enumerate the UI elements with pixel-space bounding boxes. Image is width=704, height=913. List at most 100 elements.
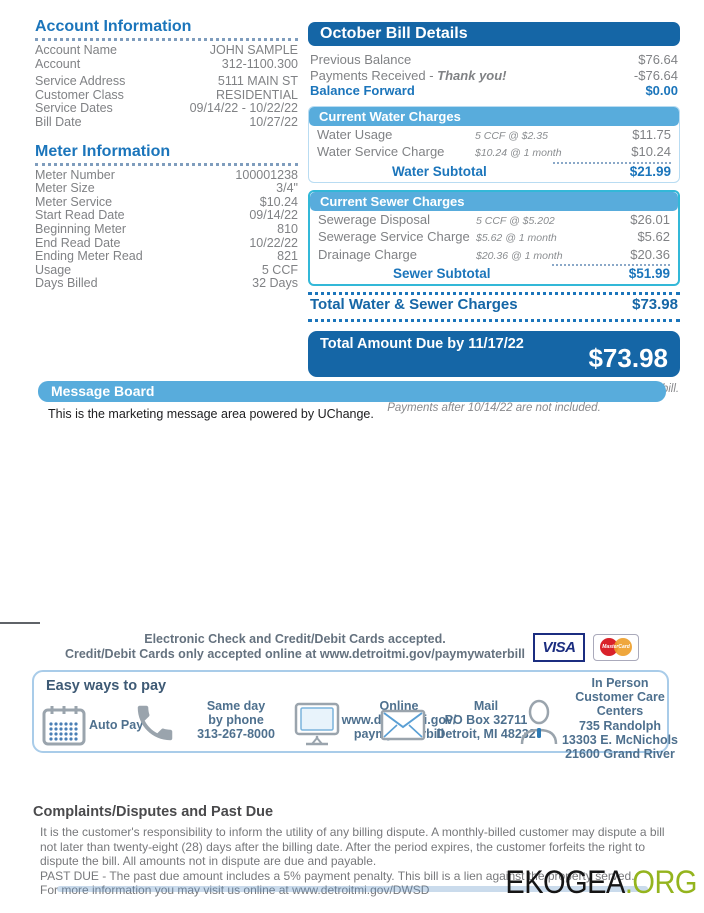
charge-amount: $20.36 bbox=[630, 246, 670, 262]
previous-balance-label: Previous Balance bbox=[310, 52, 412, 67]
charge-amount: $11.75 bbox=[632, 126, 671, 142]
envelope-icon bbox=[380, 709, 426, 746]
payments-cutoff-note: Payments after 10/14/22 are not included… bbox=[387, 402, 601, 415]
meter-row: Meter Service $10.24 bbox=[35, 194, 298, 210]
sewer-subtotal-label: Sewer Subtotal bbox=[393, 266, 491, 282]
field-value: 32 Days bbox=[252, 276, 298, 291]
meter-row: Beginning Meter 810 bbox=[35, 221, 298, 237]
field-value: 09/14/22 - 10/22/22 bbox=[189, 101, 298, 116]
payments-thanks: Thank you! bbox=[437, 67, 507, 83]
message-board-text: This is the marketing message area power… bbox=[48, 407, 374, 421]
dotted-divider bbox=[553, 161, 671, 164]
sewer-charges-header: Current Sewer Charges bbox=[310, 191, 678, 211]
field-value: JOHN SAMPLE bbox=[209, 43, 298, 57]
field-label: Account bbox=[35, 56, 81, 71]
water-subtotal-row: Water Subtotal $21.99 bbox=[309, 161, 679, 179]
charge-label: Water Service Charge bbox=[317, 144, 445, 160]
charge-amount: $5.62 bbox=[637, 229, 670, 245]
payments-value: -$76.64 bbox=[633, 67, 678, 83]
meter-row: Ending Meter Read 821 bbox=[35, 250, 298, 264]
mail-method-label: Mail PO Box 32711 Detroit, MI 48232 bbox=[436, 699, 536, 742]
account-row: Service Address 5111 MAIN ST bbox=[35, 75, 298, 89]
account-row: Bill Date 10/27/22 bbox=[35, 114, 298, 130]
field-value: $10.24 bbox=[259, 194, 298, 209]
bill-details-header: October Bill Details bbox=[308, 22, 680, 46]
due-date-label: Total Amount Due by 11/17/22 bbox=[320, 336, 524, 353]
meter-row: Meter Size 3/4" bbox=[35, 182, 298, 196]
field-label: Usage bbox=[35, 262, 72, 277]
charge-row: Water Service Charge $10.24 @ 1 month $1… bbox=[309, 144, 679, 161]
water-subtotal-value: $21.99 bbox=[629, 163, 671, 179]
charge-label: Sewerage Disposal bbox=[318, 211, 431, 227]
mastercard-red-circle bbox=[600, 638, 619, 656]
charge-rate: $5.62 @ 1 month bbox=[476, 232, 557, 245]
water-subtotal-label: Water Subtotal bbox=[392, 163, 487, 179]
charge-amount: $10.24 bbox=[631, 144, 671, 160]
meter-row: Start Read Date 09/14/22 bbox=[35, 209, 298, 223]
account-row: Customer Class RESIDENTIAL bbox=[35, 87, 298, 103]
account-row: Service Dates 09/14/22 - 10/22/22 bbox=[35, 102, 298, 116]
mastercard-logo: MasterCard bbox=[593, 633, 640, 661]
amount-due-value: $73.98 bbox=[588, 343, 668, 374]
ekogea-watermark: EKOGEA.ORG bbox=[505, 865, 697, 902]
visa-logo: VISA bbox=[533, 632, 586, 662]
mastercard-orange-circle bbox=[614, 638, 633, 656]
footer-band bbox=[57, 886, 648, 892]
card-accepted-line2: Credit/Debit Cards only accepted online … bbox=[64, 647, 526, 661]
field-value: 10/27/22 bbox=[249, 114, 298, 129]
sewer-charges-box: Current Sewer Charges Sewerage Disposal … bbox=[308, 189, 680, 287]
balance-forward-value: $0.00 bbox=[645, 83, 678, 98]
tear-off-mark bbox=[0, 622, 40, 624]
bill-details-column: October Bill Details Previous Balance $7… bbox=[308, 22, 680, 415]
left-column: Account Information Account Name JOHN SAM… bbox=[35, 18, 298, 291]
calendar-icon bbox=[42, 704, 86, 751]
charge-label: Water Usage bbox=[317, 126, 393, 142]
previous-balance-value: $76.64 bbox=[638, 52, 678, 67]
dotted-divider bbox=[552, 264, 670, 267]
field-label: Meter Number bbox=[35, 167, 115, 182]
message-board-header: Message Board bbox=[38, 381, 666, 402]
field-value: RESIDENTIAL bbox=[216, 87, 298, 102]
charge-rate: $20.36 @ 1 month bbox=[476, 249, 563, 262]
field-label: Service Address bbox=[35, 74, 126, 89]
complaints-para1: It is the customer's responsibility to i… bbox=[40, 825, 665, 869]
account-row: Account 312-1100.300 bbox=[35, 56, 298, 72]
payments-received-row: Payments Received - Thank you! -$76.64 bbox=[310, 68, 678, 84]
field-value: 10/22/22 bbox=[249, 235, 298, 250]
meter-row: Meter Number 100001238 bbox=[35, 167, 298, 183]
dotted-divider bbox=[35, 38, 298, 41]
in-person-method-label: In Person Customer Care Centers 735 Rand… bbox=[561, 676, 679, 762]
balance-forward-label: Balance Forward bbox=[310, 83, 415, 98]
field-label: Customer Class bbox=[35, 87, 124, 102]
meter-row: Days Billed 32 Days bbox=[35, 277, 298, 291]
water-charges-box: Current Water Charges Water Usage 5 CCF … bbox=[308, 105, 680, 183]
dotted-divider bbox=[308, 292, 680, 296]
autopay-label: Auto Pay bbox=[89, 718, 144, 732]
sewer-subtotal-value: $51.99 bbox=[628, 266, 670, 282]
total-charges-row: Total Water & Sewer Charges $73.98 bbox=[308, 296, 680, 313]
meter-row: End Read Date 10/22/22 bbox=[35, 235, 298, 251]
field-label: Meter Service bbox=[35, 194, 113, 209]
dotted-divider bbox=[308, 319, 680, 323]
easy-pay-title: Easy ways to pay bbox=[46, 678, 167, 694]
field-value: 810 bbox=[277, 221, 298, 236]
field-label: Service Dates bbox=[35, 101, 113, 116]
field-label: Meter Size bbox=[35, 181, 95, 196]
meter-row: Usage 5 CCF bbox=[35, 262, 298, 278]
ekogea-suffix: .ORG bbox=[624, 865, 698, 901]
complaints-body: It is the customer's responsibility to i… bbox=[40, 825, 680, 898]
complaints-para3: For more information you may visit us on… bbox=[40, 883, 430, 898]
charge-label: Sewerage Service Charge bbox=[318, 229, 470, 245]
field-value: 100001238 bbox=[235, 167, 298, 182]
complaints-para2: PAST DUE - The past due amount includes … bbox=[40, 868, 635, 883]
sewer-subtotal-row: Sewer Subtotal $51.99 bbox=[310, 264, 678, 281]
dotted-divider bbox=[35, 162, 298, 166]
charge-row: Sewerage Service Charge $5.62 @ 1 month … bbox=[310, 230, 678, 246]
ekogea-name: EKOGEA bbox=[505, 865, 625, 901]
charge-label: Drainage Charge bbox=[318, 246, 418, 262]
previous-balance-row: Previous Balance $76.64 bbox=[310, 52, 678, 68]
field-value: 821 bbox=[277, 249, 298, 264]
balance-forward-row: Balance Forward $0.00 bbox=[310, 83, 678, 99]
total-amount-due-box: Total Amount Due by 11/17/22 $73.98 bbox=[308, 331, 680, 378]
